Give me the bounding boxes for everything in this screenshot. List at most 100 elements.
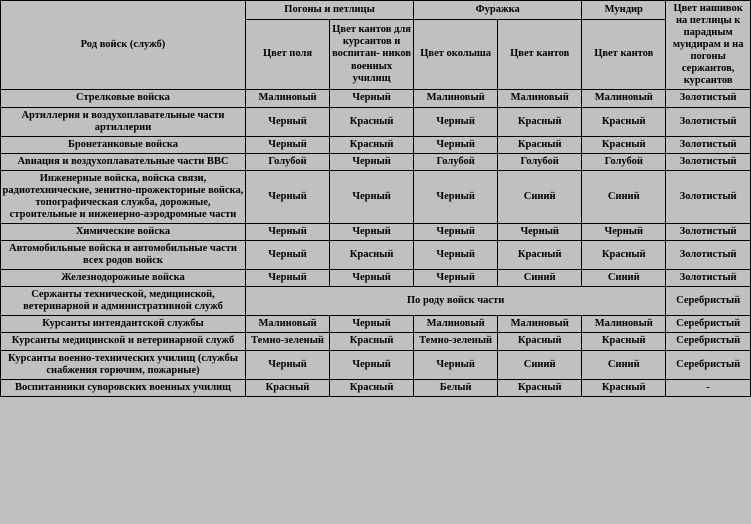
cell: Черный [245,170,329,223]
row-name: Стрелковые войска [1,90,246,107]
table-row: Стрелковые войскаМалиновыйЧерныйМалиновы… [1,90,751,107]
cell: Золотистый [666,153,751,170]
table-row: Артиллерия и воздухоплавательные части а… [1,107,751,136]
cell: Черный [582,224,666,241]
row-name: Артиллерия и воздухоплавательные части а… [1,107,246,136]
cell: Красный [582,379,666,396]
cell: Золотистый [666,90,751,107]
cell: Малиновый [498,90,582,107]
cell: Черный [330,170,414,223]
cell: Голубой [245,153,329,170]
cell: Синий [498,350,582,379]
cell: Малиновый [498,316,582,333]
cell: Синий [582,270,666,287]
cell: Серебристый [666,350,751,379]
row-name: Сержанты технической, медицинской, ветер… [1,287,246,316]
group-furazhka: Фуражка [414,1,582,20]
cell: Синий [582,170,666,223]
cell: Синий [582,350,666,379]
cell: Красный [330,107,414,136]
table-row: Курсанты медицинской и ветеринарной служ… [1,333,751,350]
table-row: Курсанты интендантской службыМалиновыйЧе… [1,316,751,333]
cell: Красный [245,379,329,396]
table-row: Автомобильные войска и автомобильные час… [1,241,751,270]
table-row: Химические войскаЧерныйЧерныйЧерныйЧерны… [1,224,751,241]
cell: Черный [245,241,329,270]
cell-span: По роду войск части [245,287,665,316]
cell: Черный [245,350,329,379]
cell: Серебристый [666,316,751,333]
cell: Красный [582,136,666,153]
cell: Серебристый [666,287,751,316]
cell: Черный [414,241,498,270]
cell: Малиновый [414,316,498,333]
cell: Малиновый [582,90,666,107]
cell: Черный [330,153,414,170]
cell: Малиновый [245,316,329,333]
row-name: Железнодорожные войска [1,270,246,287]
col-kantov-fur: Цвет кантов [498,19,582,90]
cell: Темно-зеленый [245,333,329,350]
cell: Красный [498,107,582,136]
table-row: Инженерные войска, войска связи, радиоте… [1,170,751,223]
cell: Черный [498,224,582,241]
cell: Малиновый [245,90,329,107]
table-row: Воспитанники суворовских военных училищК… [1,379,751,396]
cell: Черный [330,90,414,107]
cell: Голубой [414,153,498,170]
cell: Черный [245,270,329,287]
cell: Красный [582,241,666,270]
row-name: Автомобильные войска и автомобильные час… [1,241,246,270]
cell: Малиновый [414,90,498,107]
cell: Красный [498,379,582,396]
table-row: Авиация и воздухоплавательные части ВВСГ… [1,153,751,170]
cell: Темно-зеленый [414,333,498,350]
cell: Золотистый [666,224,751,241]
row-name: Авиация и воздухоплавательные части ВВС [1,153,246,170]
cell: Красный [330,136,414,153]
cell: Красный [330,241,414,270]
cell: Белый [414,379,498,396]
group-mundir: Мундир [582,1,666,20]
cell: Черный [245,107,329,136]
col-nashivok: Цвет нашивок на петлицы к парадным мунди… [666,1,751,90]
row-name: Химические войска [1,224,246,241]
cell: Черный [414,107,498,136]
cell: Синий [498,270,582,287]
cell: Золотистый [666,270,751,287]
cell: Красный [498,241,582,270]
cell: Голубой [498,153,582,170]
row-name: Курсанты интендантской службы [1,316,246,333]
cell: Золотистый [666,136,751,153]
cell: Черный [414,136,498,153]
col-okolysh: Цвет околыша [414,19,498,90]
col-pole: Цвет поля [245,19,329,90]
cell: Красный [330,379,414,396]
table-row-special: Сержанты технической, медицинской, ветер… [1,287,751,316]
cell: Голубой [582,153,666,170]
table-body: Стрелковые войскаМалиновыйЧерныйМалиновы… [1,90,751,396]
cell: Красный [582,333,666,350]
cell: Красный [582,107,666,136]
cell: Черный [330,350,414,379]
col-kantov-mund: Цвет кантов [582,19,666,90]
cell: Черный [330,224,414,241]
cell: Черный [414,224,498,241]
cell: - [666,379,751,396]
cell: Красный [330,333,414,350]
cell: Черный [414,350,498,379]
cell: Золотистый [666,170,751,223]
header-row-1: Род войск (служб) Погоны и петлицы Фураж… [1,1,751,20]
row-name: Инженерные войска, войска связи, радиоте… [1,170,246,223]
cell: Черный [330,270,414,287]
cell: Золотистый [666,241,751,270]
cell: Черный [414,270,498,287]
cell: Красный [498,333,582,350]
cell: Малиновый [582,316,666,333]
row-name: Курсанты военно-технических училищ (служ… [1,350,246,379]
cell: Золотистый [666,107,751,136]
row-name: Бронетанковые войска [1,136,246,153]
cell: Синий [498,170,582,223]
group-pogony: Погоны и петлицы [245,1,413,20]
table-row: Бронетанковые войскаЧерныйКрасныйЧерныйК… [1,136,751,153]
